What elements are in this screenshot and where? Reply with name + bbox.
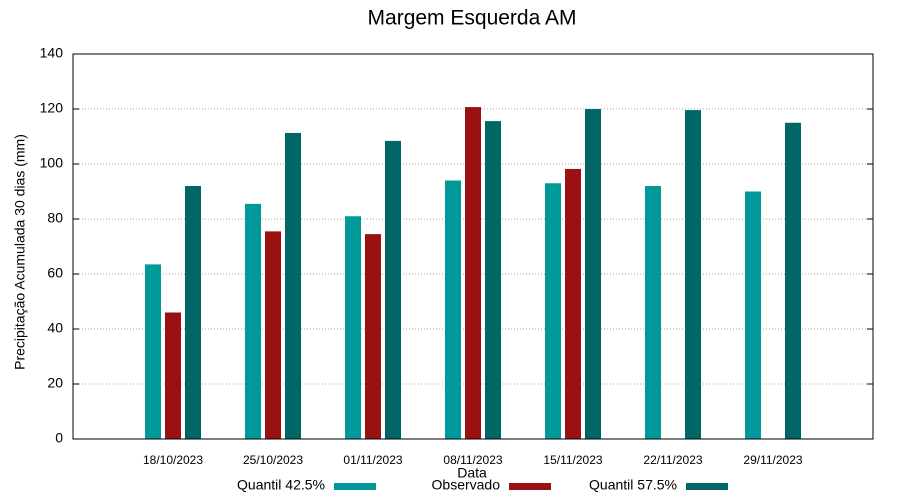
bar [645,186,661,439]
x-tick-label: 22/11/2023 [643,453,702,467]
bar [465,107,481,439]
bar [265,231,281,439]
y-tick-label: 0 [55,430,63,446]
x-axis-label: Data [457,465,487,481]
x-tick-label: 01/11/2023 [343,453,402,467]
bar [685,110,701,439]
bar [185,186,201,439]
bar [445,180,461,439]
bar [385,140,401,439]
bar [165,312,181,439]
chart-title: Margem Esquerda AM [368,7,577,30]
bar [545,183,561,439]
bar [245,203,261,439]
bar [145,264,161,439]
y-axis-label: Precipitação Acumulada 30 dias (mm) [12,134,28,370]
legend-label: Quantil 42.5% [237,477,325,493]
legend-label: Quantil 57.5% [589,477,677,493]
bar [785,122,801,439]
bar [285,132,301,440]
bar [745,191,761,439]
bar [365,234,381,439]
x-tick-label: 29/11/2023 [743,453,802,467]
x-tick-label: 18/10/2023 [143,453,203,467]
x-tick-label: 08/11/2023 [443,453,502,467]
bar [585,109,601,439]
legend-swatch [334,483,376,490]
x-tick-label: 15/11/2023 [543,453,602,467]
y-tick-label: 60 [47,265,63,281]
bar [565,168,581,439]
x-tick-label: 25/10/2023 [243,453,303,467]
legend-label: Observado [432,477,501,493]
bar [485,121,501,439]
legend-swatch [509,483,551,490]
y-tick-label: 40 [47,320,63,336]
plot-frame [72,53,874,440]
y-tick-label: 80 [47,210,63,226]
y-tick-label: 120 [40,100,64,116]
legend-swatch [686,483,728,490]
bar [345,216,361,439]
y-tick-label: 140 [40,45,64,61]
y-tick-label: 100 [40,155,64,171]
y-tick-label: 20 [47,375,63,391]
